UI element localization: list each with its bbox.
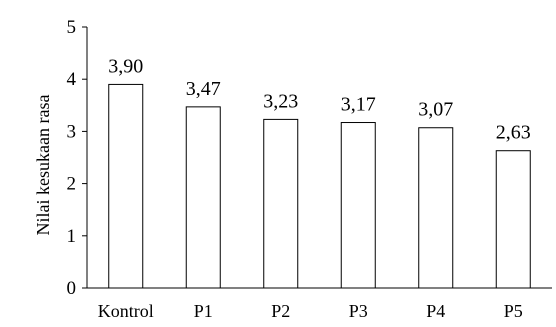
bar-p2 [263,118,299,289]
x-category-label: Kontrol [98,301,154,321]
data-label-p3: 3,17 [341,94,376,116]
y-axis-ticks: 0 1 2 3 4 5 [67,17,87,299]
data-label-p4: 3,07 [418,99,453,121]
y-tick-label: 2 [67,174,77,195]
x-category-label: P4 [426,301,445,321]
x-category-label: P2 [271,301,290,321]
bar-kontrol [108,83,144,289]
labels-group: 3,90 Kontrol 3,47 P1 3,23 P2 3,17 P3 3,07 P4 2,63 P… [98,55,531,321]
y-tick-label: 5 [67,17,77,38]
data-label-kontrol: 3,90 [108,55,143,77]
y-tick-label: 3 [67,121,77,142]
bar-p4 [418,127,454,289]
y-tick-label: 0 [67,278,77,299]
x-category-label: P1 [194,301,213,321]
data-label-p5: 2,63 [496,122,531,144]
bar-p5 [495,150,531,289]
data-label-p1: 3,47 [186,78,221,100]
y-axis-title: Nilai kesukaan rasa [33,95,53,236]
bars-group [108,83,531,289]
x-category-label: P3 [349,301,368,321]
y-tick-label: 1 [67,226,77,247]
x-category-label: P5 [504,301,523,321]
data-label-p2: 3,23 [263,90,298,112]
bar-p1 [185,106,221,289]
bar-p3 [340,122,376,289]
y-tick-label: 4 [67,69,77,90]
